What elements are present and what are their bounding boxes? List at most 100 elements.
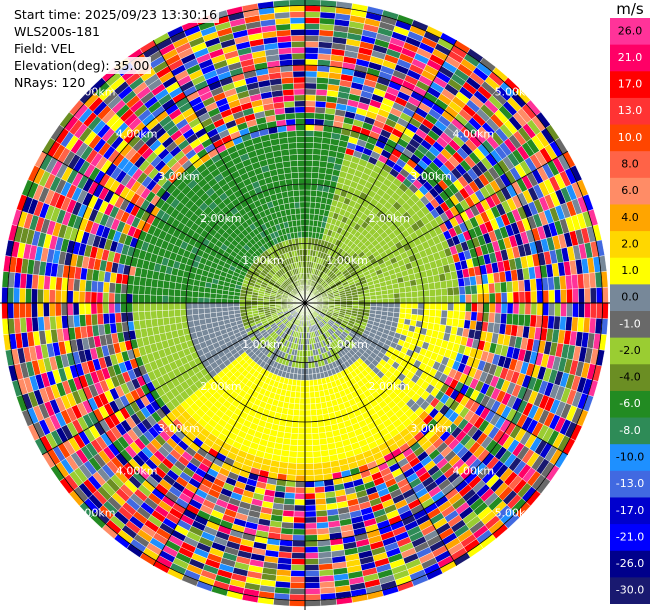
radar-gate	[296, 463, 306, 470]
radar-gate	[293, 504, 306, 512]
radar-gate	[316, 82, 329, 91]
radar-gate	[411, 296, 419, 304]
radar-gate	[476, 284, 484, 295]
radar-gate	[138, 311, 146, 321]
radar-gate	[309, 213, 315, 221]
radar-gate	[138, 294, 145, 304]
radar-gate	[239, 305, 247, 311]
radar-gate	[375, 294, 383, 300]
radar-gate	[304, 142, 314, 149]
radar-gate	[429, 309, 436, 317]
radar-gate	[417, 290, 425, 298]
radar-gate	[304, 391, 311, 399]
radar-gate	[299, 403, 306, 411]
radar-gate	[452, 310, 460, 320]
radar-gate	[299, 391, 306, 399]
radar-gate	[446, 287, 454, 296]
radar-gate	[284, 426, 293, 434]
radar-gate	[364, 299, 371, 304]
radar-gate	[78, 314, 87, 327]
radar-gate	[304, 486, 316, 494]
radar-gate	[578, 288, 585, 304]
radar-gate	[19, 287, 26, 304]
radar-gate	[78, 290, 86, 304]
radar-gate	[174, 309, 181, 317]
radar-gate	[313, 474, 324, 482]
radar-gate	[185, 308, 193, 316]
radar-gate	[287, 456, 298, 464]
radar-gate	[304, 40, 319, 48]
radar-gate	[439, 317, 448, 326]
radar-gate	[387, 302, 395, 308]
radar-gate	[494, 312, 502, 324]
radar-gate	[560, 289, 568, 304]
radar-gate	[566, 302, 573, 318]
radar-gate	[204, 312, 212, 320]
radar-gate	[215, 307, 223, 313]
radar-gate	[439, 280, 448, 289]
radar-gate	[7, 287, 15, 304]
radar-gate	[411, 290, 419, 298]
radar-gate	[304, 29, 320, 36]
radar-gate	[120, 302, 127, 313]
radar-gate	[512, 302, 520, 315]
radar-gate	[284, 486, 296, 494]
radar-gate	[518, 302, 526, 315]
radar-gate	[381, 294, 389, 300]
radar-gate	[162, 317, 171, 326]
radar-gate	[304, 106, 316, 114]
radar-gate	[185, 302, 193, 310]
radar-gate	[465, 294, 472, 304]
radar-gate	[37, 288, 44, 304]
radar-gate	[494, 302, 502, 314]
radar-gate	[294, 391, 301, 399]
radar-gate	[72, 290, 80, 304]
radar-gate	[304, 481, 315, 488]
radar-gate	[405, 291, 413, 298]
radar-gate	[96, 302, 104, 315]
radar-gate	[304, 421, 312, 429]
radar-gate	[381, 289, 389, 296]
radar-gate	[54, 302, 62, 317]
radar-gate	[168, 288, 176, 297]
radar-gate	[488, 312, 496, 324]
radar-gate	[304, 510, 317, 518]
radar-gate	[72, 302, 80, 316]
radar-gate	[304, 498, 316, 506]
radar-gate	[126, 302, 133, 313]
radar-gate	[376, 302, 383, 308]
radar-gate	[464, 311, 472, 321]
radar-gate	[290, 570, 306, 577]
radar-gate	[308, 373, 314, 381]
radar-gate	[290, 576, 306, 583]
radar-gate	[295, 469, 306, 476]
radar-gate	[312, 450, 322, 458]
radar-gate	[90, 280, 99, 293]
radar-gate	[393, 297, 401, 304]
radar-gate	[316, 521, 329, 530]
radar-gate	[293, 516, 306, 524]
radar-gate	[289, 438, 299, 446]
radar-gate	[161, 295, 169, 304]
radar-gate	[192, 313, 200, 321]
radar-gate	[42, 302, 50, 317]
radar-gate	[317, 426, 326, 434]
radar-gate	[304, 64, 318, 72]
radar-gate	[310, 189, 318, 197]
radar-gate	[428, 282, 436, 291]
radar-gate	[304, 439, 313, 447]
radar-gate	[304, 445, 313, 452]
radar-gate	[210, 312, 218, 319]
radar-gate	[304, 588, 321, 595]
radar-gate	[288, 450, 298, 458]
radar-gate	[304, 0, 322, 7]
radar-gate	[307, 350, 311, 357]
radar-gate	[319, 160, 328, 169]
radar-gate	[317, 172, 326, 180]
radar-gate	[281, 521, 294, 530]
radar-gate	[315, 498, 327, 506]
radar-gate	[506, 302, 514, 315]
radar-gate	[197, 302, 205, 309]
radar-gate	[298, 409, 306, 417]
radar-gate	[311, 160, 321, 168]
